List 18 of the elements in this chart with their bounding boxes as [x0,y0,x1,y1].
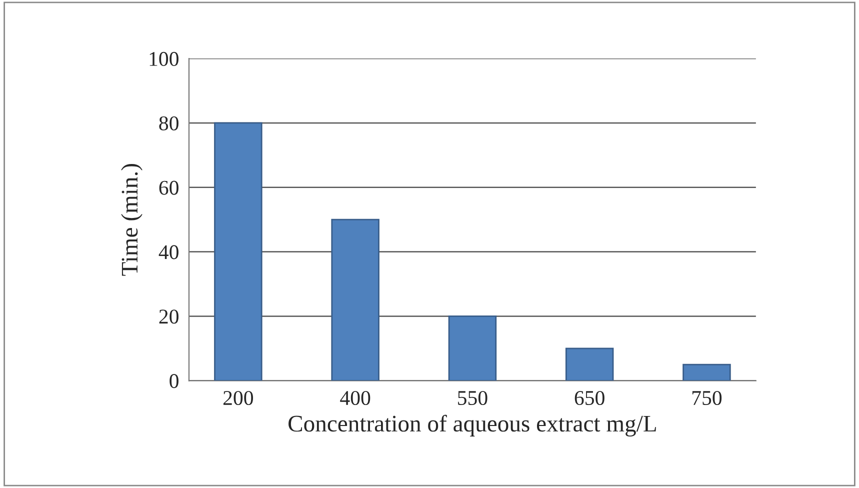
bar [214,122,262,381]
bar [565,348,614,381]
x-tick-label: 550 [458,390,488,406]
y-tick-label: 0 [170,374,178,388]
x-tick-label: 400 [340,390,370,406]
y-tick-label: 100 [150,52,178,66]
y-tick-label: 60 [159,180,178,195]
x-tick-label: 650 [574,390,604,406]
bar [682,364,731,381]
x-tick-label: 750 [692,390,722,406]
bar [448,316,497,381]
bar [331,218,380,381]
y-axis-title: Time (min.) [121,164,142,276]
x-tick-label: 200 [223,390,254,406]
y-tick-label: 20 [159,310,178,324]
y-tick-label: 80 [159,116,178,130]
x-axis-title: Concentration of aqueous extract mg/L [288,414,656,437]
y-tick-label: 40 [158,245,178,260]
